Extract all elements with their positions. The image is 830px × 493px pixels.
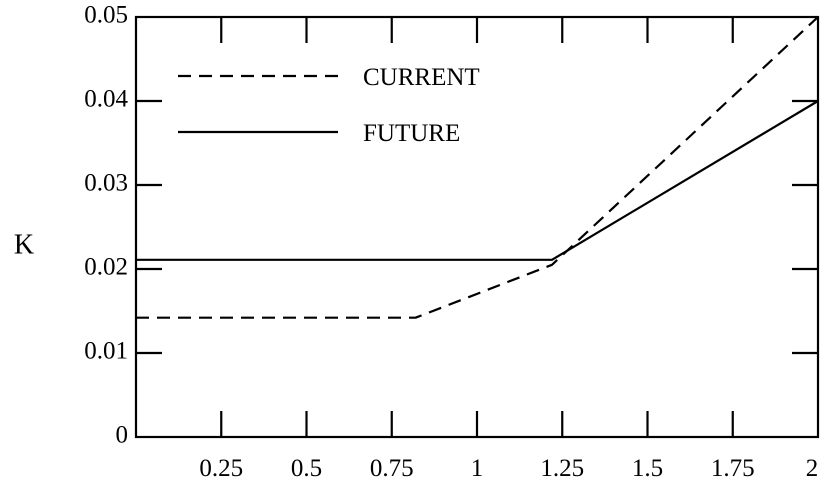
x-tick-label: 2 [806, 455, 819, 482]
x-tick-label: 1.75 [711, 455, 755, 482]
x-tick-label: 0.5 [291, 455, 322, 482]
y-tick-label: 0.04 [84, 86, 128, 113]
legend: CURRENT FUTURE [178, 64, 480, 147]
legend-label-current: CURRENT [363, 64, 480, 91]
y-tick-label: 0.01 [84, 338, 128, 365]
x-tick-label: 1.5 [632, 455, 663, 482]
legend-label-future: FUTURE [363, 120, 460, 147]
x-tick-label: 0.25 [199, 455, 243, 482]
y-tick-label: 0.03 [84, 170, 128, 197]
x-tick-label: 0.75 [370, 455, 414, 482]
series-line-current [136, 16, 819, 319]
y-axis-ticks: 0 0.01 0.02 0.03 0.04 0.05 [84, 2, 818, 449]
y-tick-label: 0 [116, 422, 129, 449]
x-tick-label: 1 [471, 455, 484, 482]
x-axis-ticks: 0.25 0.5 0.75 1 1.25 1.5 1.75 2 [199, 17, 818, 482]
series-layer [136, 16, 819, 319]
series-line-future [136, 100, 819, 261]
y-axis-label: K [14, 229, 34, 260]
y-tick-label: 0.05 [84, 2, 128, 29]
x-tick-label: 1.25 [540, 455, 584, 482]
y-tick-label: 0.02 [84, 254, 128, 281]
